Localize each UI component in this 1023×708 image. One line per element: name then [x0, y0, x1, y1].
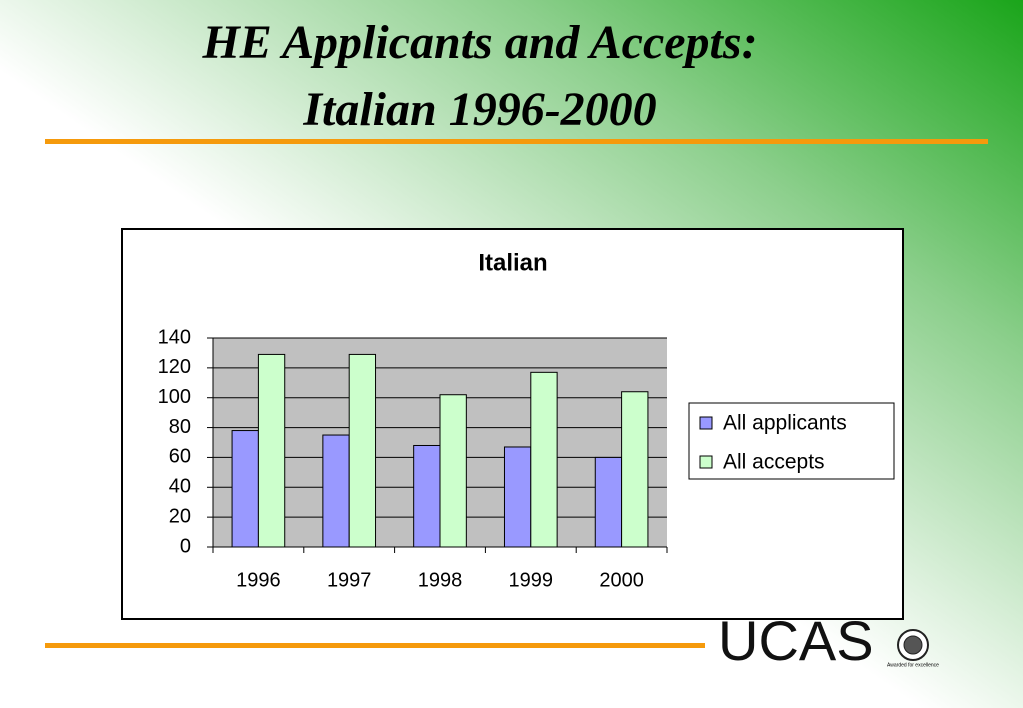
bar: [439, 394, 467, 548]
legend-swatch: [699, 416, 713, 430]
legend-label: All accepts: [723, 451, 825, 474]
y-tick-label: 0: [180, 535, 191, 557]
x-tick-label: 1999: [509, 569, 554, 591]
bar: [594, 456, 623, 548]
bar: [413, 444, 441, 548]
bar: [348, 353, 377, 548]
x-tick-label: 2000: [599, 569, 644, 591]
slide-title: HE Applicants and Accepts:: [201, 16, 757, 69]
divider: [45, 139, 988, 144]
divider: [45, 643, 705, 648]
y-tick-label: 80: [169, 416, 191, 438]
bar: [231, 430, 259, 548]
logo-emblem: [897, 629, 929, 661]
y-tick-label: 120: [158, 356, 191, 378]
x-tick-label: 1997: [327, 569, 372, 591]
bar: [322, 434, 350, 548]
y-tick-label: 20: [169, 505, 191, 527]
slide-title: Italian 1996-2000: [302, 83, 656, 136]
y-tick-label: 100: [158, 386, 191, 408]
bar: [530, 371, 558, 548]
y-tick-label: 140: [158, 326, 191, 348]
legend-swatch: [699, 455, 713, 469]
x-tick-label: 1996: [236, 569, 281, 591]
chart-title: Italian: [478, 249, 547, 276]
bar: [257, 353, 286, 548]
bar: [621, 391, 649, 548]
bar: [503, 446, 532, 548]
y-tick-label: 60: [169, 446, 191, 468]
legend-box: [688, 402, 895, 480]
x-tick-label: 1998: [418, 569, 463, 591]
y-tick-label: 40: [169, 476, 191, 498]
logo-text: UCAS: [718, 609, 874, 672]
legend-label: All applicants: [723, 412, 847, 435]
logo-tagline: Awarded for excellence: [887, 662, 939, 668]
